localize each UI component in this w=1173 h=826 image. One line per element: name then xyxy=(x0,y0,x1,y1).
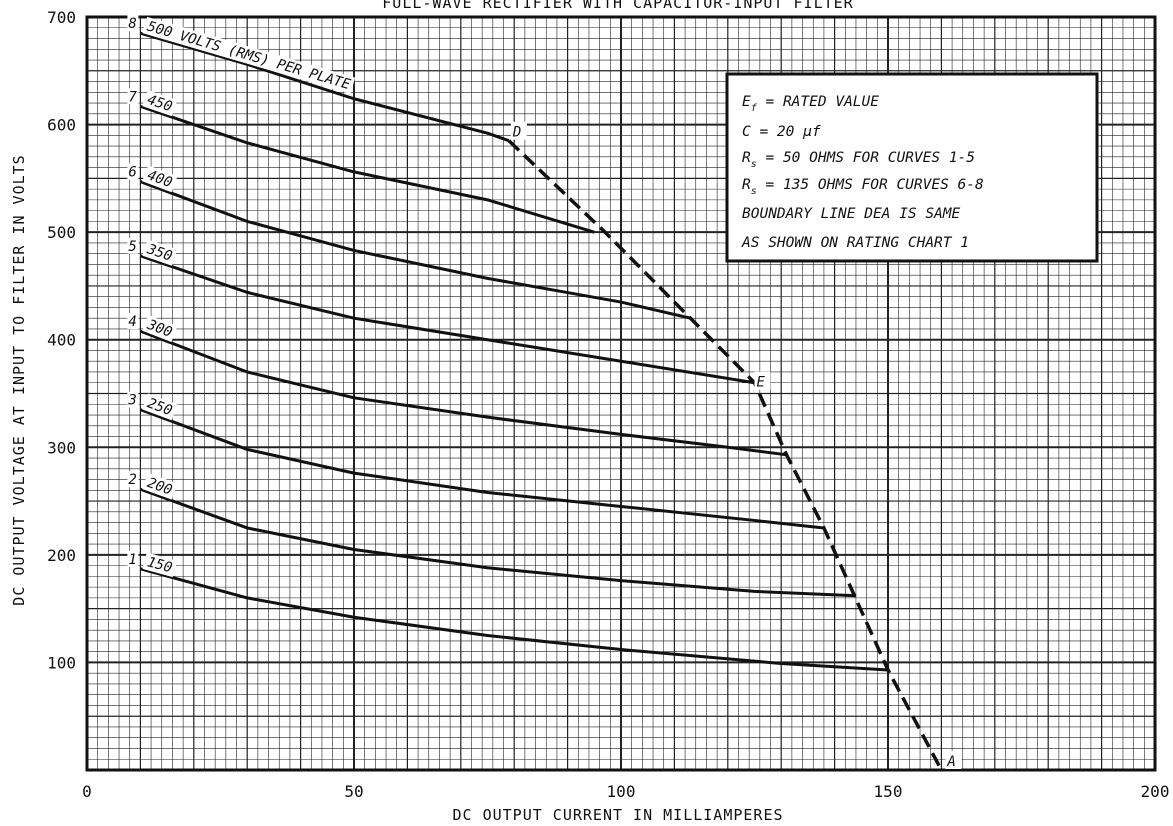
note-rs-1: Rs = 50 OHMS FOR CURVES 1-5 xyxy=(742,150,975,170)
y-tick-label: 300 xyxy=(47,438,76,457)
boundary-line: D E A xyxy=(507,121,962,771)
x-tick-label: 150 xyxy=(874,782,903,801)
boundary-point-bg xyxy=(945,751,962,769)
curve-label-bg xyxy=(142,239,178,266)
curve-4 xyxy=(139,329,787,457)
curve-number-bg xyxy=(127,15,139,32)
curve-number-bg xyxy=(127,391,139,408)
curve-label-bg xyxy=(142,165,178,193)
curve-label-group: 150 xyxy=(142,552,178,578)
chart-title: FULL-WAVE RECTIFIER WITH CAPACITOR-INPUT… xyxy=(382,0,853,12)
curve-voltage-label: 400 xyxy=(145,167,174,191)
curve-5 xyxy=(139,254,755,385)
curve-2 xyxy=(139,487,857,598)
note-boundary-2: AS SHOWN ON RATING CHART 1 xyxy=(741,235,969,251)
curve-number-7: 7 xyxy=(128,89,137,105)
curve-voltage-label: 300 xyxy=(144,317,174,341)
curves: 1 150 2 200 3 250 4 300 5 350 6 400 7 450 8 500 VOLTS (… xyxy=(127,15,889,672)
boundary-point-bg xyxy=(754,371,771,390)
curve-number-2: 2 xyxy=(128,472,136,488)
curve-voltage-label: 500 VOLTS (RMS) PER PLATE xyxy=(145,19,352,94)
curve-voltage-label: 200 xyxy=(145,475,174,499)
notes-box: Ef = RATED VALUE C = 20 μf Rs = 50 OHMS … xyxy=(725,72,1099,263)
grid xyxy=(86,16,1156,771)
y-tick-label: 600 xyxy=(47,116,76,135)
curve-voltage-label: 150 xyxy=(145,554,174,576)
y-tick-label: 500 xyxy=(47,223,76,242)
curve-number-bg xyxy=(127,471,139,488)
curve-number-5: 5 xyxy=(128,239,136,255)
y-tick-label: 400 xyxy=(47,331,76,350)
tick-labels: 0 50 100 150 200 100 200 300 400 500 600 700 xyxy=(47,8,1169,801)
curve-number-8: 8 xyxy=(128,16,136,32)
y-tick-label: 100 xyxy=(47,653,76,672)
curve-voltage-label: 350 xyxy=(144,241,174,265)
curve-6 xyxy=(139,180,691,320)
plot-frame xyxy=(85,15,1157,772)
curve-label-bg xyxy=(142,314,178,342)
curve-label-bg xyxy=(142,16,356,94)
curve-voltage-label: 450 xyxy=(145,92,174,115)
curve-number-bg xyxy=(127,163,139,180)
x-tick-label: 100 xyxy=(607,782,636,801)
curve-3 xyxy=(139,408,825,530)
curve-number-bg xyxy=(127,313,139,330)
y-axis-title: DC OUTPUT VOLTAGE AT INPUT TO FILTER IN … xyxy=(10,154,28,605)
x-tick-label: 50 xyxy=(344,782,363,801)
boundary-point-bg xyxy=(510,121,527,140)
curve-8 xyxy=(139,31,510,143)
note-ef: Ef = RATED VALUE xyxy=(742,94,879,114)
boundary-point-A: A xyxy=(946,754,955,770)
x-tick-label: 200 xyxy=(1141,782,1170,801)
curve-label-bg xyxy=(142,90,178,117)
boundary-dea xyxy=(507,139,943,771)
curve-7 xyxy=(139,104,595,234)
note-c: C = 20 μf xyxy=(742,124,821,140)
boundary-point-E: E xyxy=(757,375,766,391)
curve-voltage-label: 250 xyxy=(145,395,174,419)
curve-number-bg xyxy=(127,88,139,105)
x-axis-title: DC OUTPUT CURRENT IN MILLIAMPERES xyxy=(452,806,783,824)
curve-number-bg xyxy=(127,237,139,254)
y-tick-label: 200 xyxy=(47,546,76,565)
curve-1 xyxy=(140,567,889,672)
note-boundary-1: BOUNDARY LINE DEA IS SAME xyxy=(742,206,961,222)
boundary-point-D: D xyxy=(512,125,521,141)
curve-label-bg xyxy=(142,552,178,578)
curve-number-4: 4 xyxy=(128,314,136,330)
note-rs-2: Rs = 135 OHMS FOR CURVES 6-8 xyxy=(742,177,984,197)
curve-number-3: 3 xyxy=(127,393,136,409)
curve-label-bg xyxy=(142,393,178,421)
notes-frame xyxy=(725,72,1099,263)
curve-number-bg xyxy=(127,550,139,567)
curve-label-group: 500 VOLTS (RMS) PER PLATE xyxy=(142,16,356,94)
curve-label-group: 450 xyxy=(142,90,178,117)
curve-label-bg xyxy=(142,472,178,500)
curve-number-6: 6 xyxy=(128,165,136,181)
x-tick-label: 0 xyxy=(82,782,92,801)
curve-number-1: 1 xyxy=(128,552,136,568)
y-tick-label: 700 xyxy=(47,8,76,27)
